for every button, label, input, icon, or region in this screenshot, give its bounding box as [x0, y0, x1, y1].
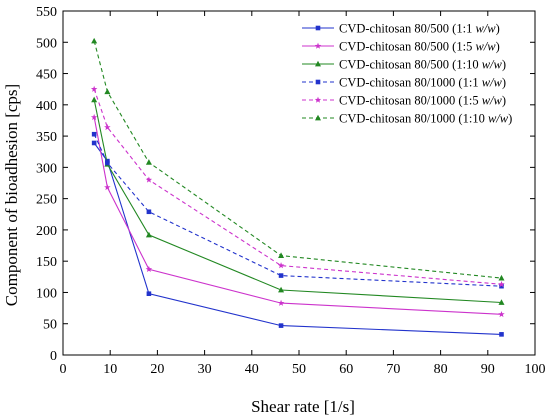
legend-label: CVD-chitosan 80/1000 (1:1 w/w)	[339, 76, 506, 90]
square-marker	[499, 332, 504, 337]
y-tick-label: 150	[36, 255, 57, 270]
star-marker	[314, 42, 322, 49]
triangle-marker	[315, 114, 321, 121]
legend-label: CVD-chitosan 80/1000 (1:5 w/w)	[339, 94, 506, 108]
triangle-marker	[498, 274, 505, 281]
x-tick-label: 20	[150, 362, 164, 377]
y-tick-label: 300	[36, 161, 57, 176]
legend-label: CVD-chitosan 80/500 (1:10 w/w)	[339, 58, 506, 72]
x-tick-label: 0	[60, 362, 67, 377]
star-marker	[90, 113, 98, 121]
y-tick-label: 100	[36, 286, 57, 301]
legend-entry: CVD-chitosan 80/1000 (1:10 w/w)	[302, 112, 512, 126]
x-tick-label: 30	[198, 362, 212, 377]
legend-entry: CVD-chitosan 80/500 (1:1 w/w)	[302, 22, 500, 36]
triangle-marker	[498, 299, 505, 305]
x-tick-label: 100	[525, 362, 546, 377]
y-tick-label: 0	[50, 349, 57, 364]
x-tick-label: 60	[339, 362, 353, 377]
triangle-marker	[315, 60, 321, 67]
square-marker	[499, 283, 504, 289]
triangle-marker	[104, 88, 111, 95]
star-marker	[145, 176, 153, 183]
series-1	[91, 140, 504, 337]
square-marker	[315, 25, 321, 31]
square-marker	[278, 323, 284, 328]
legend-label: CVD-chitosan 80/500 (1:5 w/w)	[339, 40, 500, 54]
square-marker	[146, 209, 152, 215]
legend-entry: CVD-chitosan 80/500 (1:10 w/w)	[302, 58, 506, 72]
y-tick-label: 50	[43, 318, 57, 333]
square-marker	[146, 291, 152, 297]
series-6	[91, 37, 505, 281]
series-4	[91, 131, 504, 289]
triangle-marker	[91, 37, 98, 44]
star-marker	[314, 96, 322, 103]
x-axis-title: Shear rate [1/s]	[251, 397, 355, 416]
star-marker	[104, 183, 111, 191]
y-tick-label: 450	[36, 68, 57, 83]
star-marker	[90, 85, 98, 92]
star-marker	[277, 299, 285, 306]
y-tick-label: 200	[36, 224, 57, 239]
y-tick-label: 250	[36, 193, 57, 208]
legend-entry: CVD-chitosan 80/1000 (1:1 w/w)	[302, 76, 506, 90]
x-tick-label: 50	[292, 362, 306, 377]
star-marker	[498, 310, 505, 318]
x-tick-label: 90	[481, 362, 495, 377]
square-marker	[91, 131, 97, 137]
triangle-marker	[145, 231, 152, 238]
triangle-marker	[278, 252, 285, 258]
y-tick-label: 550	[36, 5, 57, 20]
legend-label: CVD-chitosan 80/1000 (1:10 w/w)	[339, 112, 512, 126]
legend-label: CVD-chitosan 80/500 (1:1 w/w)	[339, 22, 500, 36]
star-marker	[104, 123, 111, 131]
star-marker	[145, 265, 153, 273]
y-tick-label: 350	[36, 130, 57, 145]
square-marker	[91, 140, 97, 146]
triangle-marker	[145, 159, 152, 165]
square-marker	[105, 160, 110, 166]
legend-entry: CVD-chitosan 80/500 (1:5 w/w)	[302, 40, 500, 54]
x-tick-label: 10	[103, 362, 117, 377]
triangle-marker	[91, 96, 98, 103]
triangle-marker	[278, 286, 285, 293]
series-line	[93, 133, 502, 287]
y-tick-label: 400	[36, 99, 57, 114]
x-tick-label: 80	[434, 362, 448, 377]
y-tick-label: 500	[36, 36, 57, 51]
x-tick-label: 70	[386, 362, 400, 377]
series-5	[90, 85, 505, 288]
series-line	[93, 117, 502, 315]
series-3	[91, 96, 505, 305]
square-marker	[278, 273, 284, 278]
y-axis-title: Component of bioadhesion [cps]	[2, 84, 21, 306]
x-tick-label: 40	[245, 362, 259, 377]
star-marker	[498, 280, 505, 288]
series-line	[93, 142, 502, 335]
legend-entry: CVD-chitosan 80/1000 (1:5 w/w)	[302, 94, 506, 108]
square-marker	[315, 79, 321, 85]
star-marker	[277, 262, 285, 269]
series-2	[90, 113, 505, 318]
